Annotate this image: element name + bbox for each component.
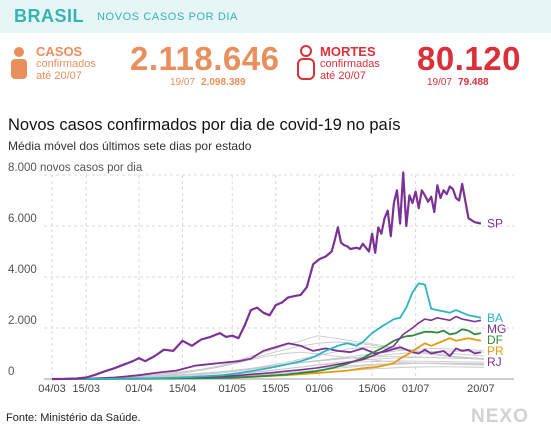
x-tick-label: 01/06 xyxy=(306,383,334,395)
deaths-total: 80.120 xyxy=(417,40,521,77)
series-label-sp: SP xyxy=(487,216,503,230)
nexo-logo: NEXO xyxy=(471,406,529,427)
chart-subtitle: Média móvel dos últimos sete dias por es… xyxy=(8,139,252,153)
y-tick-label: 0 xyxy=(8,366,14,378)
x-tick-label: 01/04 xyxy=(125,383,153,395)
deaths-previous-date: 19/07 xyxy=(427,77,453,88)
cases-previous: 19/07 2.098.389 xyxy=(170,77,246,88)
x-tick-label: 20/07 xyxy=(467,383,495,395)
cases-previous-value: 2.098.389 xyxy=(201,77,246,88)
series-label-ba: BA xyxy=(487,311,503,325)
person-icon xyxy=(11,47,27,79)
deaths-label-title: MORTES xyxy=(320,44,376,59)
y-tick-label: 4.000 xyxy=(8,264,37,276)
series-label-df: DF xyxy=(487,333,503,347)
cases-label: CASOS confirmados até 20/07 xyxy=(36,44,96,82)
cases-label-title: CASOS xyxy=(36,44,83,59)
series-label-mg: MG xyxy=(487,322,506,336)
person-outline-icon xyxy=(297,45,315,80)
cases-label-line3: até 20/07 xyxy=(36,70,82,82)
x-tick-label: 04/03 xyxy=(38,383,66,395)
brand-label[interactable]: BRASIL xyxy=(14,6,84,26)
series-line-ba xyxy=(51,282,482,380)
source-note: Fonte: Ministério da Saúde. xyxy=(6,412,141,424)
x-tick-label: 01/05 xyxy=(218,383,246,395)
cases-total: 2.118.646 xyxy=(130,40,280,77)
series-line-mg xyxy=(51,315,482,380)
section-label: NOVOS CASOS POR DIA xyxy=(97,11,238,23)
deaths-label-line2: confirmadas xyxy=(320,58,380,70)
chart-title: Novos casos confirmados por dia de covid… xyxy=(8,116,401,134)
x-tick-label: 15/04 xyxy=(169,383,197,395)
deaths-previous-value: 79.488 xyxy=(458,77,489,88)
top-bar: BRASIL NOVOS CASOS POR DIA xyxy=(0,0,551,33)
line-chart: 0 2.000 4.000 6.000 8.000 novos casos por di… xyxy=(8,162,514,395)
series-label-rj: RJ xyxy=(487,355,502,369)
x-tick-label: 15/03 xyxy=(72,383,100,395)
x-tick-label: 01/07 xyxy=(402,383,430,395)
cases-label-line2: confirmados xyxy=(36,58,96,70)
series-label-pr: PR xyxy=(487,344,504,358)
cases-previous-date: 19/07 xyxy=(170,77,196,88)
series-line-sp xyxy=(51,171,482,381)
x-tick-label: 15/05 xyxy=(262,383,290,395)
y-tick-label: 8.000 novos casos por dia xyxy=(8,162,143,174)
x-tick-label: 15/06 xyxy=(358,383,386,395)
deaths-label: MORTES confirmadas até 20/07 xyxy=(320,44,380,82)
deaths-label-line3: até 20/07 xyxy=(320,70,366,82)
deaths-previous: 19/07 79.488 xyxy=(427,77,489,88)
y-tick-label: 2.000 xyxy=(8,315,37,327)
series-line-rj xyxy=(51,342,482,380)
series-line-df xyxy=(51,328,482,380)
y-tick-label: 6.000 xyxy=(8,213,37,225)
